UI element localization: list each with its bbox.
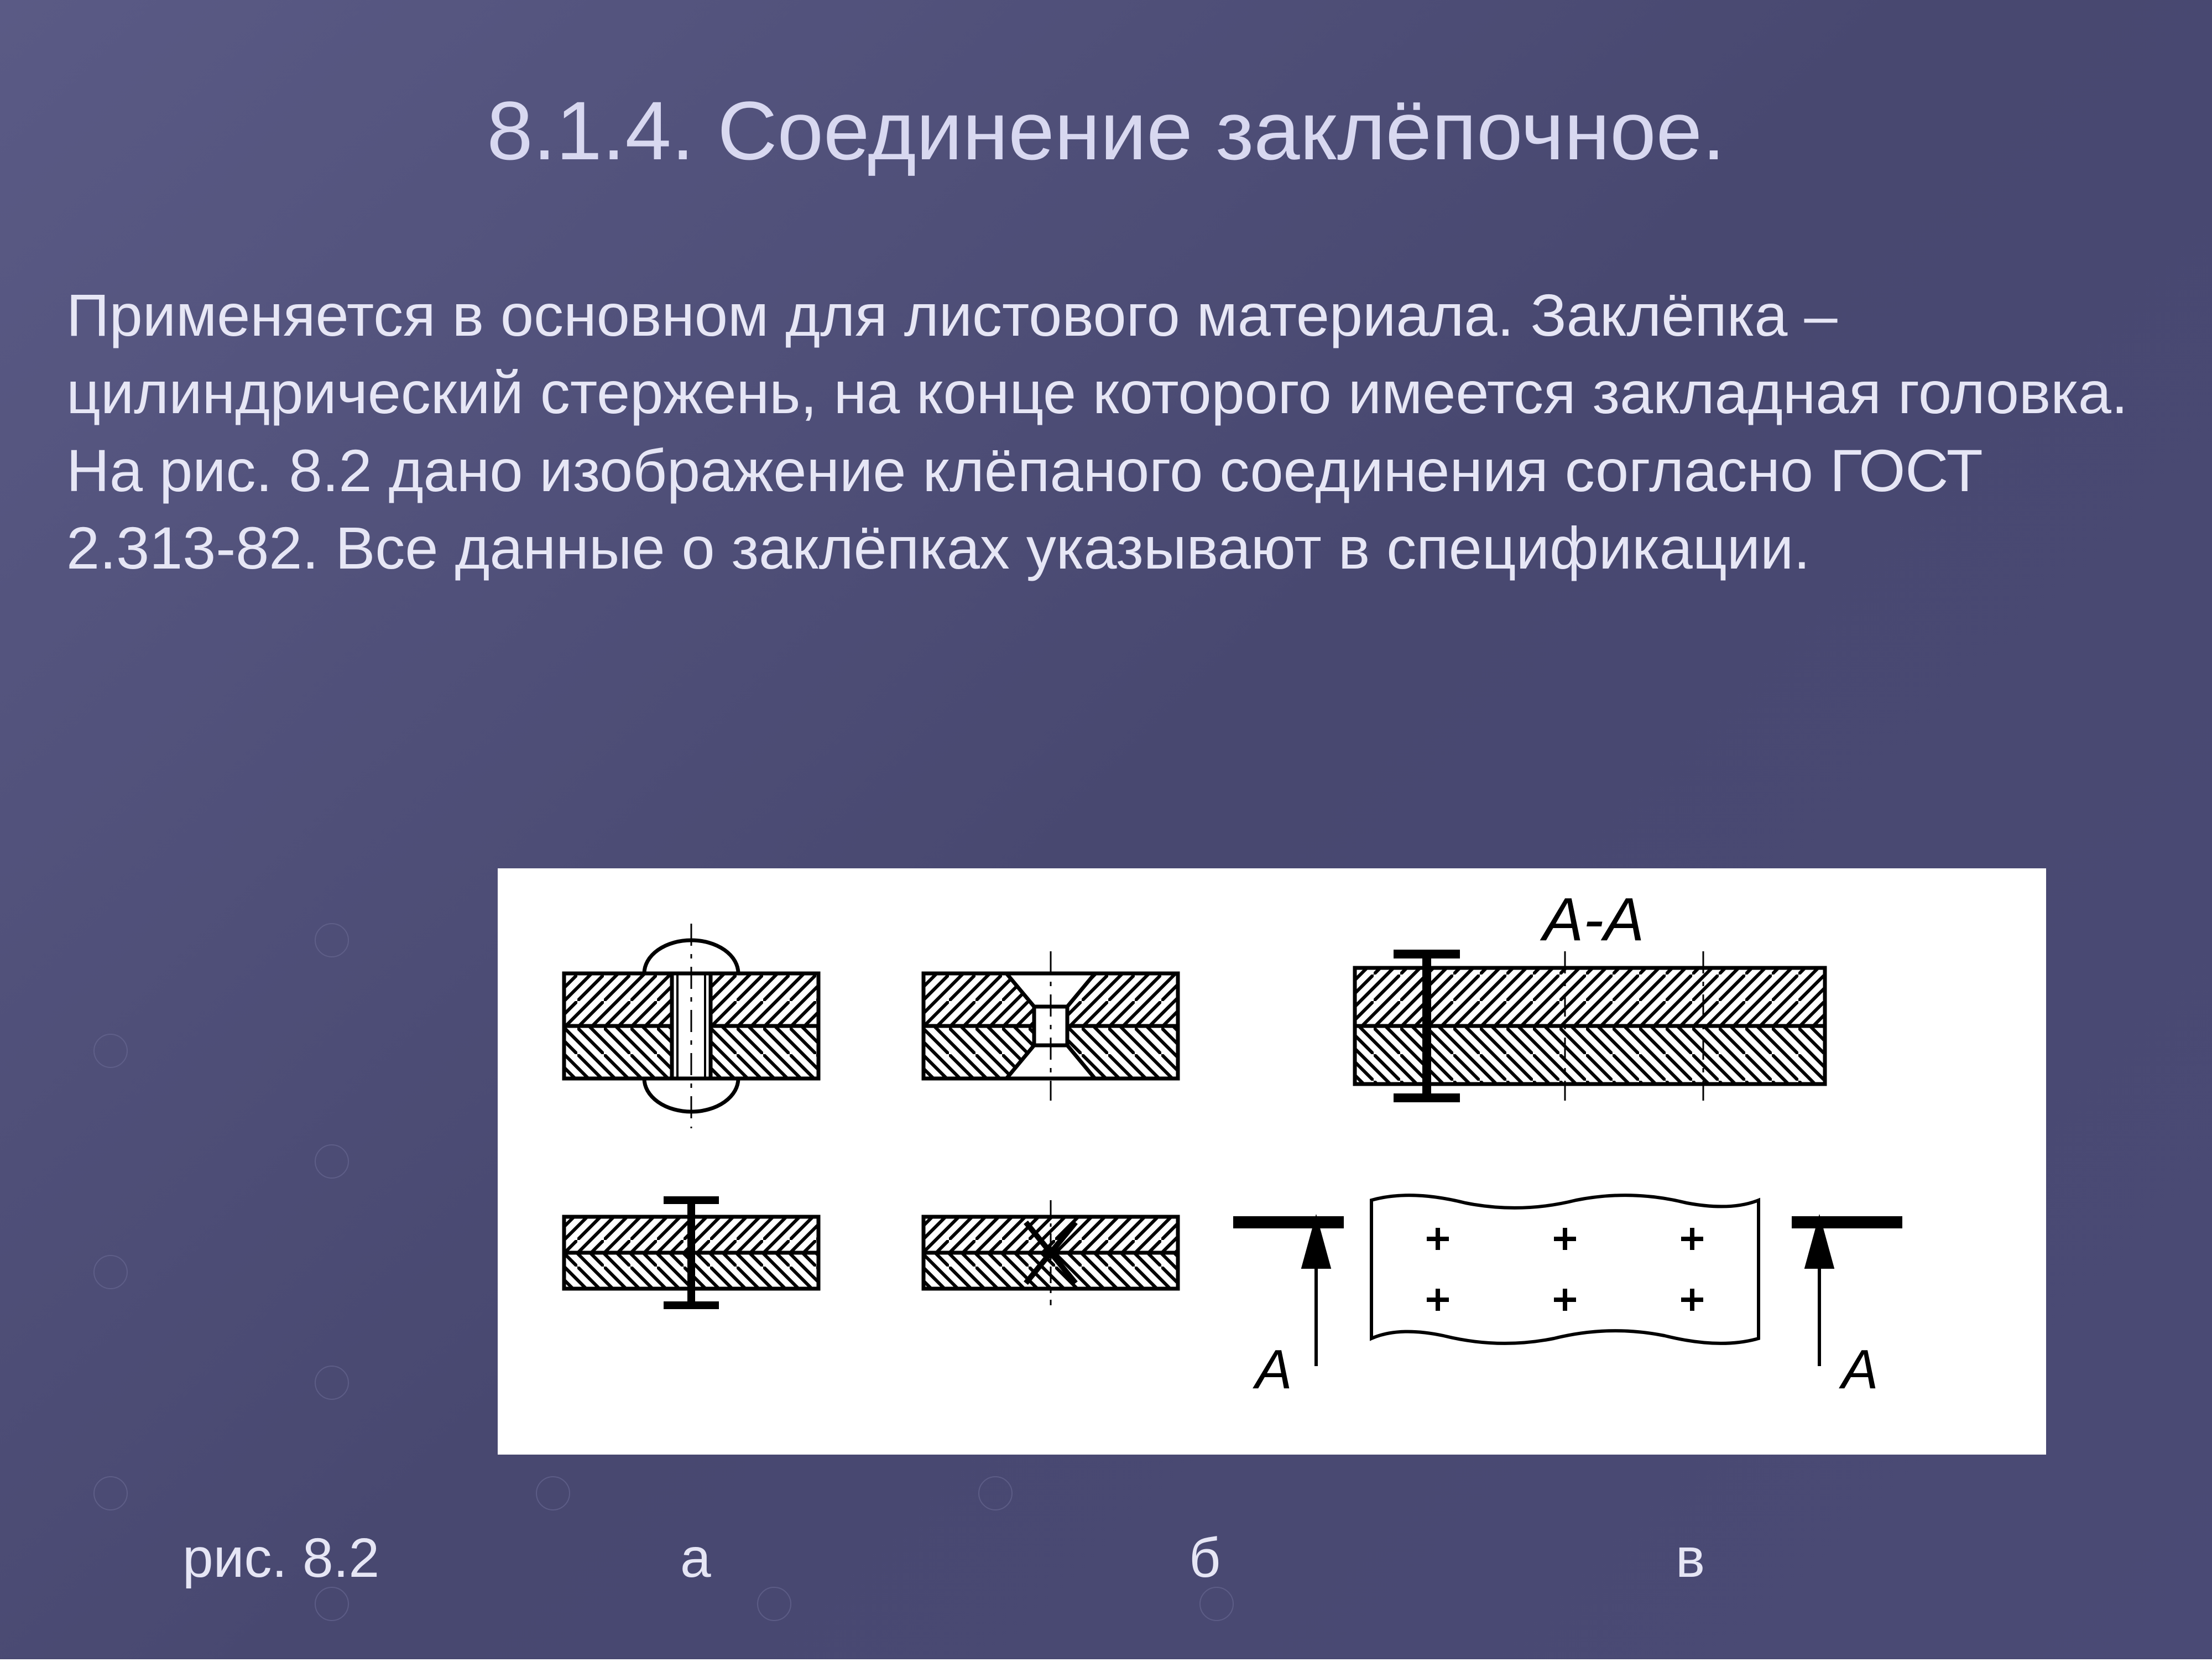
figure-8-2: А-А	[498, 868, 2046, 1455]
section-mark-left: А	[1253, 1338, 1292, 1400]
diagram-a-top	[564, 924, 818, 1128]
diagram-c-plan: А А	[1233, 1195, 1902, 1400]
diagram-a-bottom	[564, 1197, 818, 1308]
figure-caption: рис. 8.2	[182, 1526, 379, 1590]
diagram-b-top	[924, 951, 1178, 1101]
section-mark-right: А	[1839, 1338, 1879, 1400]
page-title: 8.1.4. Соединение заклёпочное.	[0, 83, 2212, 179]
slide: 8.1.4. Соединение заклёпочное. Применяет…	[0, 0, 2212, 1659]
section-label: А-А	[1540, 885, 1644, 954]
diagram-b-bottom	[924, 1200, 1178, 1305]
diagram-c-top	[1355, 951, 1825, 1101]
body-paragraph: Применяется в основном для листового мат…	[66, 277, 2146, 587]
figure-label-b: б	[1189, 1526, 1220, 1590]
figure-label-a: а	[680, 1526, 711, 1590]
figure-svg: А-А	[498, 868, 2046, 1455]
figure-label-v: в	[1676, 1526, 1705, 1590]
